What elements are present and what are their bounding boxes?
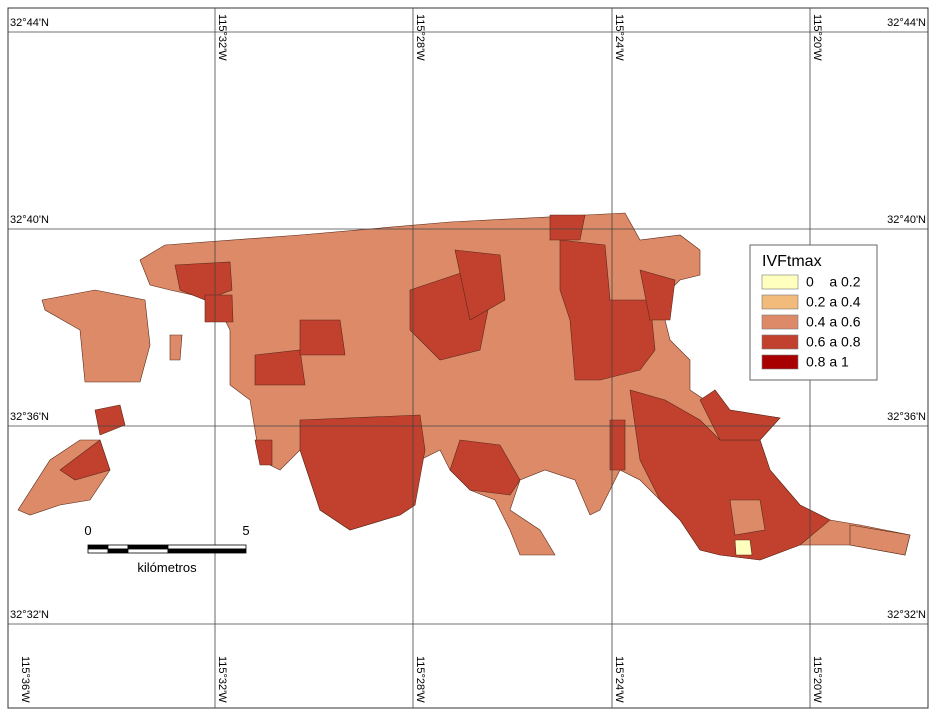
scale-segment (167, 544, 247, 550)
longitude-label: 115°24'W (613, 14, 625, 61)
longitude-label: 115°20'W (811, 656, 823, 703)
tract-area (849, 524, 911, 556)
tract-area (94, 404, 126, 436)
legend: IVFtmax 0 a 0.2 0.2 a 0.4 0.4 a 0.6 0.6 a 0… (749, 244, 878, 381)
tract-area (454, 249, 506, 321)
scale-segment (87, 548, 109, 554)
tract-area (169, 334, 183, 361)
longitude-label: 115°28'W (414, 656, 426, 703)
scale-unit: kilómetros (137, 560, 197, 575)
latitude-label: 32°32'N (887, 609, 926, 621)
legend-swatch (761, 334, 799, 350)
longitude-label: 115°20'W (811, 14, 823, 61)
latitude-label: 32°44'N (10, 17, 49, 29)
longitude-label: 115°24'W (613, 656, 625, 703)
scale-segment (167, 548, 247, 554)
scale-segment (107, 544, 129, 550)
latitude-label: 32°40'N (887, 214, 926, 226)
latitude-label: 32°32'N (10, 609, 49, 621)
legend-label: 0.6 a 0.8 (806, 334, 861, 350)
scale-tick: 0 (84, 523, 91, 538)
scale-segment (127, 544, 169, 550)
tract-area (204, 294, 234, 323)
legend-swatch (761, 274, 799, 290)
scale-segment (127, 548, 169, 554)
legend-swatch (761, 314, 799, 330)
tract-area (609, 419, 626, 471)
graticule: 32°44'N 32°44'N 32°40'N 32°40'N 32°36'N 32°36… (8, 8, 928, 708)
tract-area (254, 349, 306, 386)
tract-area (734, 539, 753, 556)
longitude-label: 115°32'W (216, 14, 228, 61)
scale-segment (107, 548, 129, 554)
tract-area (299, 414, 426, 531)
latitude-label: 32°36'N (887, 411, 926, 423)
latitude-label: 32°40'N (10, 214, 49, 226)
tract-area (699, 389, 781, 441)
legend-swatch (761, 354, 799, 370)
tract-area (629, 389, 831, 561)
map-frame (7, 7, 929, 709)
legend-swatch (761, 294, 799, 310)
tract-area (639, 269, 676, 321)
scale-tick: 5 (242, 523, 249, 538)
scale-segment (87, 544, 109, 550)
tract-area (59, 439, 111, 481)
tracts (17, 212, 911, 561)
legend-label: 0.8 a 1 (806, 354, 849, 370)
longitude-label: 115°28'W (414, 14, 426, 61)
tract-area (449, 439, 521, 496)
latitude-label: 32°36'N (10, 411, 49, 423)
longitude-label: 115°36'W (19, 656, 31, 703)
legend-label: 0.2 a 0.4 (806, 294, 861, 310)
legend-title: IVFtmax (762, 253, 822, 270)
scale-bar: 0 5 kilómetros (84, 523, 249, 575)
tract-area (559, 239, 656, 381)
tract-area (254, 439, 273, 466)
latitude-label: 32°44'N (887, 17, 926, 29)
longitude-label: 115°32'W (216, 656, 228, 703)
tract-area (41, 289, 151, 383)
tract-area (299, 319, 346, 356)
tract-area (729, 499, 766, 536)
legend-label: 0 a 0.2 (806, 274, 861, 290)
tract-area (549, 214, 586, 241)
legend-label: 0.4 a 0.6 (806, 314, 861, 330)
